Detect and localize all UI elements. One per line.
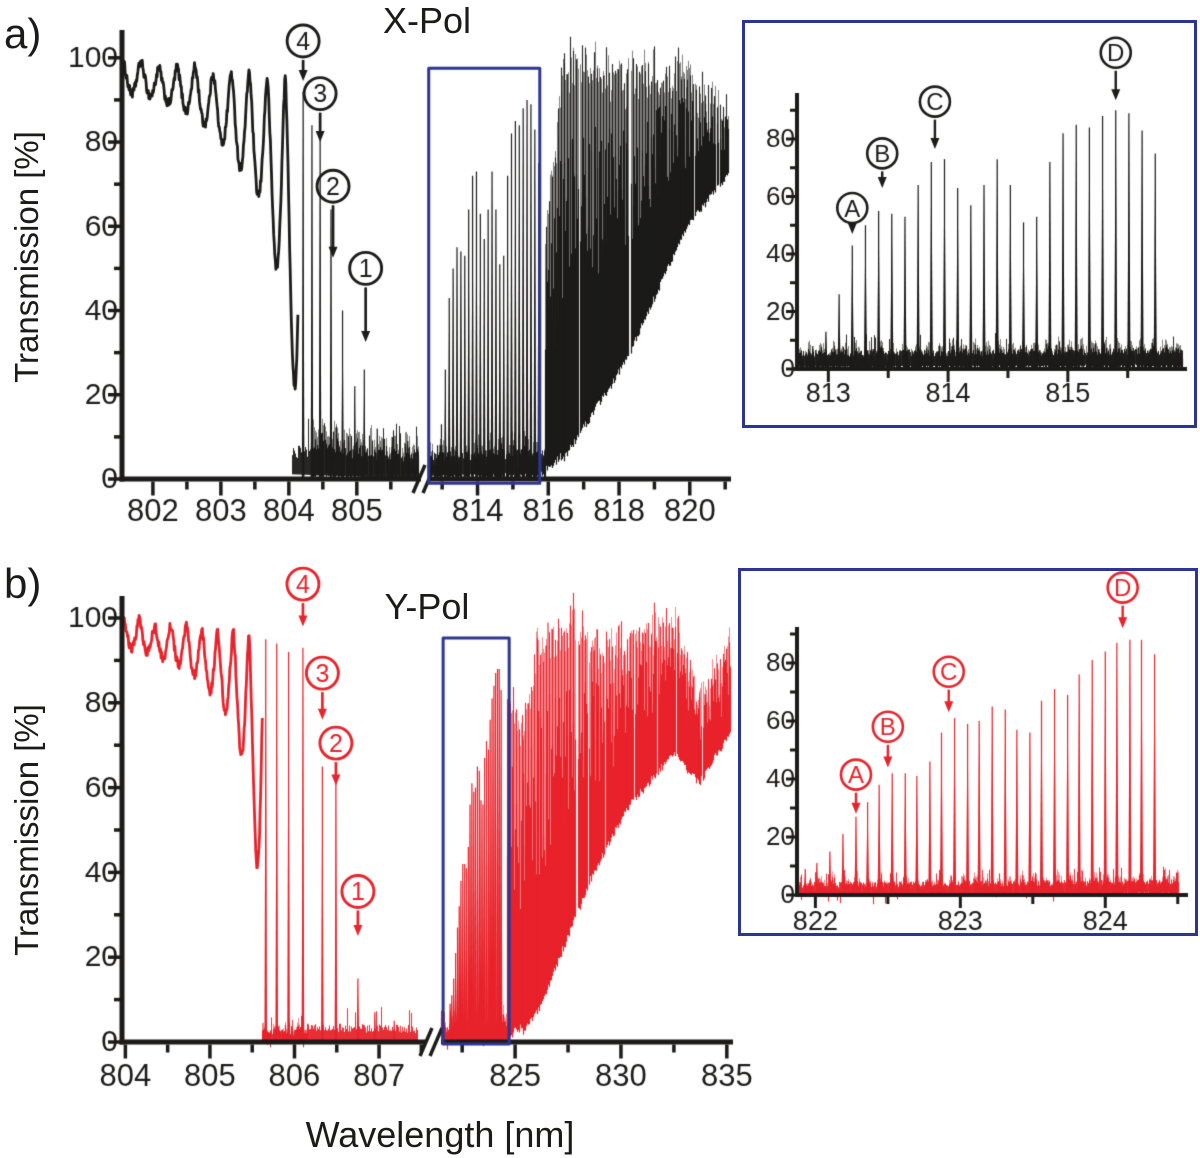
x-axis-title: Wavelength [nm] <box>305 1114 575 1155</box>
panel-b-y-axis-title: Transmission [%] <box>8 704 45 956</box>
inset-a-frame <box>742 20 1197 428</box>
panel-b-label: b) <box>4 560 42 607</box>
panel-a-y-axis-title: Transmission [%] <box>8 131 45 383</box>
inset-b-frame <box>738 568 1198 936</box>
panel-a-label: a) <box>4 10 42 57</box>
panel-a-title: X-Pol <box>382 0 472 41</box>
panel-b-title: Y-Pol <box>384 586 470 627</box>
